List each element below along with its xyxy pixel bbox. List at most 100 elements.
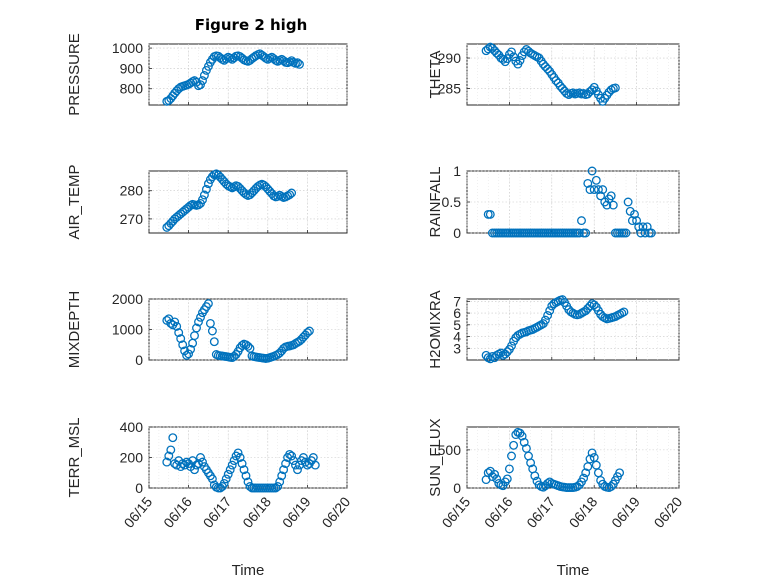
data-point xyxy=(166,445,176,455)
data-point xyxy=(237,340,247,350)
x-axis-label: Time xyxy=(557,562,590,579)
data-point xyxy=(178,459,188,469)
data-point xyxy=(534,480,544,490)
data-point xyxy=(519,437,529,447)
data-point xyxy=(233,448,243,458)
y-tick-label: 280 xyxy=(120,183,144,199)
y-axis-label: RAINFALL xyxy=(427,167,444,238)
y-axis-label: THETA xyxy=(427,50,444,98)
y-axis-label: PRESSURE xyxy=(66,33,83,116)
data-point xyxy=(198,457,207,467)
data-point xyxy=(574,228,584,238)
data-point xyxy=(502,54,512,64)
data-point xyxy=(190,465,199,475)
data-point xyxy=(632,216,642,226)
data-point xyxy=(192,323,201,333)
data-point xyxy=(271,483,281,493)
y-tick-label: 0 xyxy=(453,225,461,241)
subplot-rainfall: 0 0.5 1 RAINFALL xyxy=(427,163,680,241)
y-tick-label: 0 xyxy=(135,352,143,368)
x-tick-label: 06/15 xyxy=(121,493,156,530)
data-point xyxy=(519,47,529,57)
y-axis-label: MIXDEPTH xyxy=(66,291,83,369)
data-point xyxy=(164,451,174,461)
data-point xyxy=(494,478,504,488)
data-point xyxy=(585,454,595,464)
data-point xyxy=(277,471,287,481)
data-point xyxy=(634,222,644,232)
y-tick-label: 400 xyxy=(120,419,144,435)
data-point xyxy=(610,83,620,93)
data-point xyxy=(203,61,213,71)
data-point xyxy=(598,185,608,195)
data-point xyxy=(504,464,514,474)
data-point xyxy=(199,190,209,200)
y-tick-label: 1000 xyxy=(112,40,143,56)
data-point xyxy=(174,328,184,338)
data-point xyxy=(279,465,289,475)
data-point xyxy=(275,477,285,487)
y-tick-label: 285 xyxy=(438,81,462,97)
y-tick-label: 2000 xyxy=(112,291,143,307)
data-point xyxy=(203,179,213,189)
y-tick-label: 7 xyxy=(453,293,461,309)
data-point xyxy=(241,471,251,481)
data-point xyxy=(602,200,612,210)
data-point xyxy=(606,191,616,201)
data-point xyxy=(630,209,639,219)
x-tick-label: 06/17 xyxy=(200,493,235,530)
data-point xyxy=(509,52,519,62)
data-point xyxy=(285,449,295,459)
figure-title: Figure 2 high xyxy=(195,16,308,34)
subplot-mixdepth: 0 1000 2000 MIXDEPTH xyxy=(66,291,348,369)
data-point xyxy=(225,465,235,475)
data-point xyxy=(587,166,597,176)
data-point xyxy=(577,216,586,226)
data-point xyxy=(502,474,512,484)
data-point xyxy=(198,195,207,205)
x-tick-label: 06/19 xyxy=(279,493,314,530)
x-tick-label: 06/18 xyxy=(239,493,274,530)
data-point xyxy=(621,228,631,238)
data-point xyxy=(287,451,297,461)
x-tick-label: 06/15 xyxy=(439,493,474,530)
data-point xyxy=(207,474,217,484)
subplot-pressure: 800 900 1000 PRESSURE xyxy=(66,33,348,116)
data-point xyxy=(591,175,601,185)
y-tick-label: 0.5 xyxy=(442,194,462,210)
data-point xyxy=(295,59,304,69)
data-point xyxy=(207,326,217,336)
y-tick-label: 500 xyxy=(438,442,462,458)
data-point xyxy=(619,307,629,317)
data-point xyxy=(239,465,249,475)
data-point xyxy=(237,459,247,469)
data-point xyxy=(172,321,182,331)
data-point xyxy=(302,328,312,338)
data-point xyxy=(170,317,180,327)
data-point xyxy=(579,473,589,483)
y-axis-label: AIR_TEMP xyxy=(66,164,83,239)
data-point xyxy=(507,47,516,57)
data-point xyxy=(496,348,506,358)
y-tick-label: 290 xyxy=(438,50,462,66)
x-tick-label: 06/20 xyxy=(651,493,686,530)
data-point xyxy=(176,334,186,344)
data-point xyxy=(273,482,283,491)
data-point xyxy=(530,471,540,481)
data-point xyxy=(235,453,245,462)
data-point xyxy=(526,458,536,468)
data-point xyxy=(293,465,302,475)
y-tick-label: 270 xyxy=(120,211,144,227)
data-point xyxy=(184,349,194,359)
data-point xyxy=(587,448,597,458)
data-point xyxy=(587,85,597,95)
x-tick-label: 06/16 xyxy=(160,493,195,530)
data-point xyxy=(227,460,237,470)
data-point xyxy=(490,469,500,479)
data-point xyxy=(223,469,233,479)
subplot-terr_msl: 0 200 400 TERR_MSL 06/15 06/16 06/17 06/18 06/19… xyxy=(66,417,353,579)
data-point xyxy=(498,54,508,64)
data-point xyxy=(640,228,650,238)
